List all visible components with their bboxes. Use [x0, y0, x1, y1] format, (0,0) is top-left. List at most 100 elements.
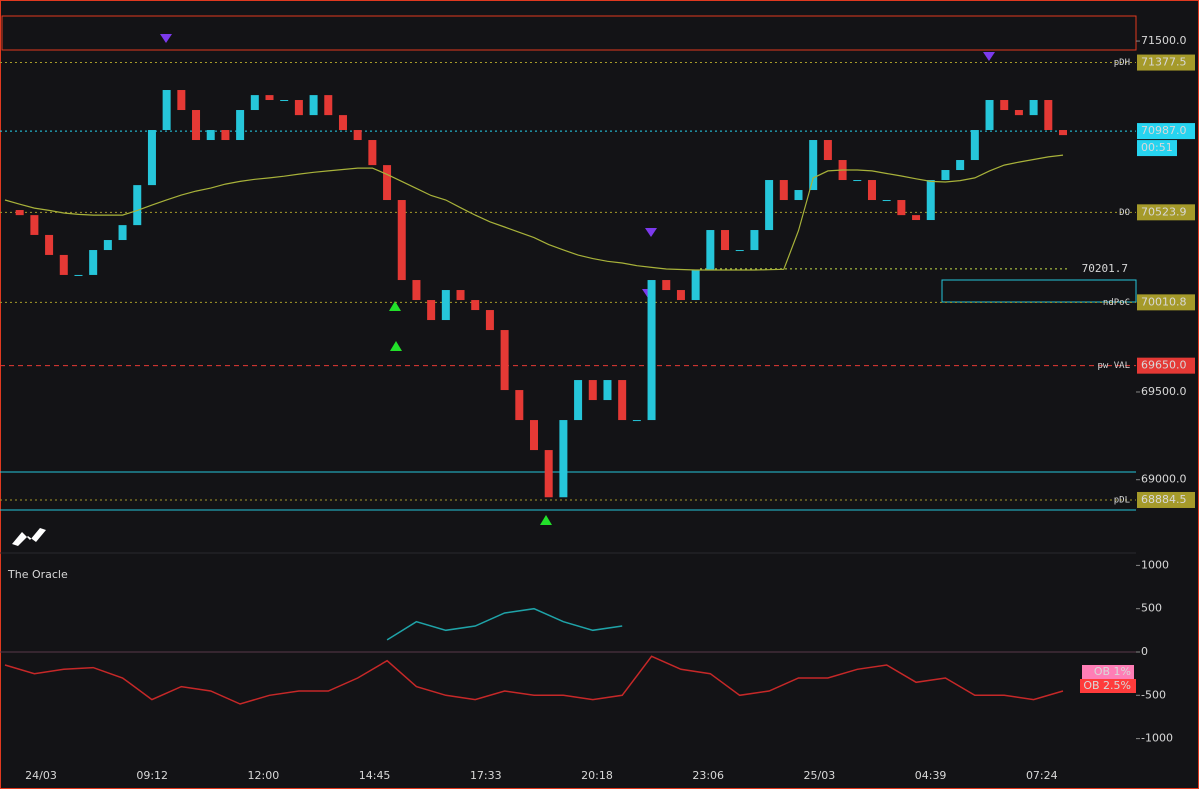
level-value: 70523.9 — [1141, 205, 1187, 218]
y-tick-label: 0 — [1141, 645, 1148, 658]
candle — [897, 200, 906, 216]
x-tick-label: 17:33 — [470, 769, 502, 782]
candle — [574, 380, 583, 421]
candle — [1029, 100, 1038, 116]
candle — [1044, 100, 1053, 131]
candle — [177, 90, 186, 111]
x-tick-label: 07:24 — [1026, 769, 1058, 782]
candle — [353, 130, 362, 141]
level-badge — [1137, 123, 1195, 140]
x-tick-label: 24/03 — [25, 769, 57, 782]
countdown: 00:51 — [1141, 141, 1173, 154]
level-value: 71377.5 — [1141, 56, 1187, 69]
candle — [1059, 130, 1067, 136]
candle — [456, 290, 465, 301]
candle — [15, 210, 24, 216]
oscillator-line — [4, 655, 1064, 705]
candle — [103, 240, 112, 251]
candle — [236, 110, 245, 141]
candle — [985, 100, 994, 131]
ob-label: OB 1% — [1094, 665, 1131, 678]
candle — [970, 130, 979, 161]
candle — [59, 254, 68, 275]
x-tick-label: 25/03 — [804, 769, 836, 782]
candle — [912, 215, 921, 221]
candle — [265, 95, 274, 101]
candle — [676, 290, 685, 301]
y-tick-label: 500 — [1141, 602, 1162, 615]
x-tick-label: 23:06 — [692, 769, 724, 782]
candle — [412, 280, 421, 301]
candle — [309, 95, 318, 116]
candle — [530, 420, 538, 451]
candle — [441, 290, 450, 321]
y-tick-label: 1000 — [1141, 558, 1169, 571]
candle — [603, 380, 612, 401]
candle — [691, 270, 700, 301]
level-name: pw VAL — [1097, 361, 1130, 371]
x-tick-label: 12:00 — [248, 769, 280, 782]
candle — [706, 230, 715, 271]
candle — [867, 180, 876, 201]
candle — [280, 100, 289, 102]
oscillator-title: The Oracle — [7, 568, 68, 581]
level-value: 70201.7 — [1082, 262, 1128, 275]
x-tick-label: 14:45 — [359, 769, 391, 782]
candle — [794, 190, 803, 201]
candle — [221, 130, 230, 141]
candle — [823, 140, 832, 161]
candle — [147, 130, 156, 186]
y-tick-label: 69500.0 — [1141, 385, 1187, 398]
ob-badge — [1082, 665, 1134, 679]
candle — [74, 274, 83, 276]
candle — [206, 130, 215, 141]
candle — [588, 380, 597, 401]
countdown-badge — [1137, 140, 1177, 157]
level-badge — [1137, 294, 1195, 311]
candle — [956, 160, 965, 171]
candle — [1014, 110, 1023, 116]
level-badge — [1137, 357, 1195, 374]
candle — [485, 310, 494, 331]
level-name: pDH — [1114, 58, 1130, 68]
x-tick-label: 20:18 — [581, 769, 613, 782]
y-tick-label: 71500.0 — [1141, 34, 1187, 47]
level-name: DO — [1119, 208, 1130, 218]
candle — [750, 230, 759, 251]
zone-box — [941, 279, 1137, 303]
candle — [192, 110, 201, 141]
level-badge — [1137, 54, 1195, 71]
level-value: 69650.0 — [1141, 359, 1187, 372]
candle — [162, 90, 171, 131]
level-badge — [1137, 491, 1195, 508]
level-name: ndPoC — [1103, 298, 1130, 308]
candle — [324, 95, 333, 116]
level-value: 70987.0 — [1141, 124, 1187, 137]
level-name: pDL — [1114, 495, 1130, 505]
oscillator-line — [386, 607, 623, 641]
candle — [471, 300, 480, 311]
y-tick-label: -1000 — [1141, 732, 1173, 745]
candle — [632, 420, 641, 422]
candle — [118, 225, 127, 241]
candle — [500, 330, 509, 391]
level-badge — [1137, 204, 1195, 221]
candle — [765, 180, 774, 231]
candle — [926, 180, 935, 221]
plot: 69000.0 69500.0 71500.0 24/03 09:12 12:00 14:4… — [0, 34, 1195, 782]
candle — [779, 180, 788, 201]
x-tick-label: 09:12 — [136, 769, 168, 782]
candle — [338, 115, 347, 131]
candle — [383, 165, 392, 201]
candle — [559, 420, 568, 498]
candle — [397, 200, 406, 281]
candle — [882, 200, 891, 202]
candle — [809, 140, 818, 191]
candle — [647, 280, 656, 421]
candle — [294, 100, 303, 116]
candle — [89, 250, 98, 275]
candle — [427, 300, 436, 321]
